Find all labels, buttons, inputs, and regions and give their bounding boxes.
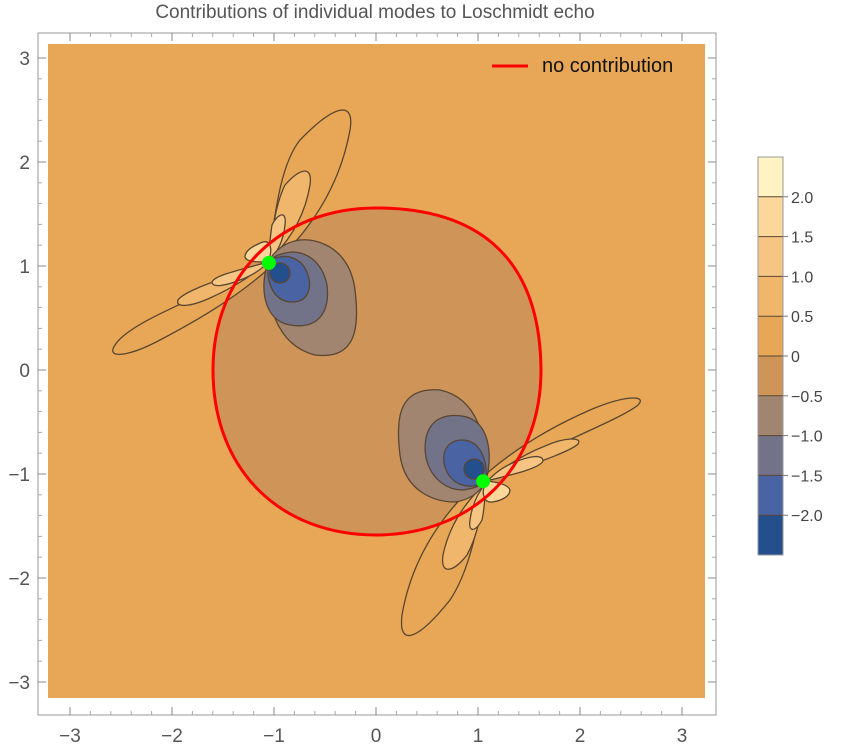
colorbar-label: 1.5 bbox=[791, 230, 813, 247]
x-tick-label: −1 bbox=[263, 726, 285, 747]
axis-ticks: −3 −2 −1 0 1 2 3 −3 −2 −1 0 1 2 3 bbox=[8, 33, 716, 747]
colorbar-label: 2.0 bbox=[791, 190, 813, 207]
x-tick-label: 0 bbox=[371, 726, 382, 747]
legend: no contribution bbox=[492, 55, 673, 77]
y-tick-label: 1 bbox=[19, 257, 30, 278]
colorbar-band bbox=[758, 395, 783, 436]
zero-contour-line bbox=[211, 206, 543, 537]
colorbar-label: −2.0 bbox=[791, 508, 823, 525]
colorbar: 2.0 1.5 1.0 0.5 0 −0.5 −1.0 −1.5 −2.0 bbox=[757, 156, 823, 556]
y-tick-label: −1 bbox=[8, 465, 30, 486]
x-tick-label: 3 bbox=[677, 726, 688, 747]
upper-neg-level-minus-2-0 bbox=[269, 262, 291, 284]
lower-neg-level-minus-2-0 bbox=[463, 458, 485, 480]
colorbar-band bbox=[758, 236, 783, 277]
singular-point-2 bbox=[476, 474, 491, 489]
colorbar-band bbox=[758, 276, 783, 317]
legend-label: no contribution bbox=[542, 55, 673, 77]
colorbar-band bbox=[758, 316, 783, 356]
chart-title: Contributions of individual modes to Los… bbox=[155, 2, 594, 23]
colorbar-label: 0 bbox=[791, 349, 800, 366]
colorbar-band bbox=[758, 196, 783, 237]
colorbar-label: −0.5 bbox=[791, 389, 823, 406]
x-tick-label: 1 bbox=[473, 726, 484, 747]
y-tick-label: 0 bbox=[19, 361, 30, 382]
colorbar-label: −1.0 bbox=[791, 429, 823, 446]
y-tick-label: 3 bbox=[19, 49, 30, 70]
plot-frame bbox=[37, 32, 717, 716]
colorbar-label: −1.5 bbox=[791, 468, 823, 485]
x-tick-label: −3 bbox=[59, 726, 81, 747]
colorbar-band bbox=[758, 475, 783, 516]
colorbar-label: 0.5 bbox=[791, 309, 813, 326]
y-tick-label: 2 bbox=[19, 153, 30, 174]
colorbar-band bbox=[758, 157, 783, 197]
singular-point-1 bbox=[261, 255, 276, 270]
colorbar-band bbox=[758, 356, 783, 396]
colorbar-band bbox=[758, 515, 783, 555]
y-tick-label: −3 bbox=[8, 673, 30, 694]
x-tick-label: 2 bbox=[575, 726, 586, 747]
y-tick-label: −2 bbox=[8, 569, 30, 590]
x-tick-label: −2 bbox=[161, 726, 183, 747]
colorbar-band bbox=[758, 435, 783, 476]
colorbar-label: 1.0 bbox=[791, 269, 813, 286]
